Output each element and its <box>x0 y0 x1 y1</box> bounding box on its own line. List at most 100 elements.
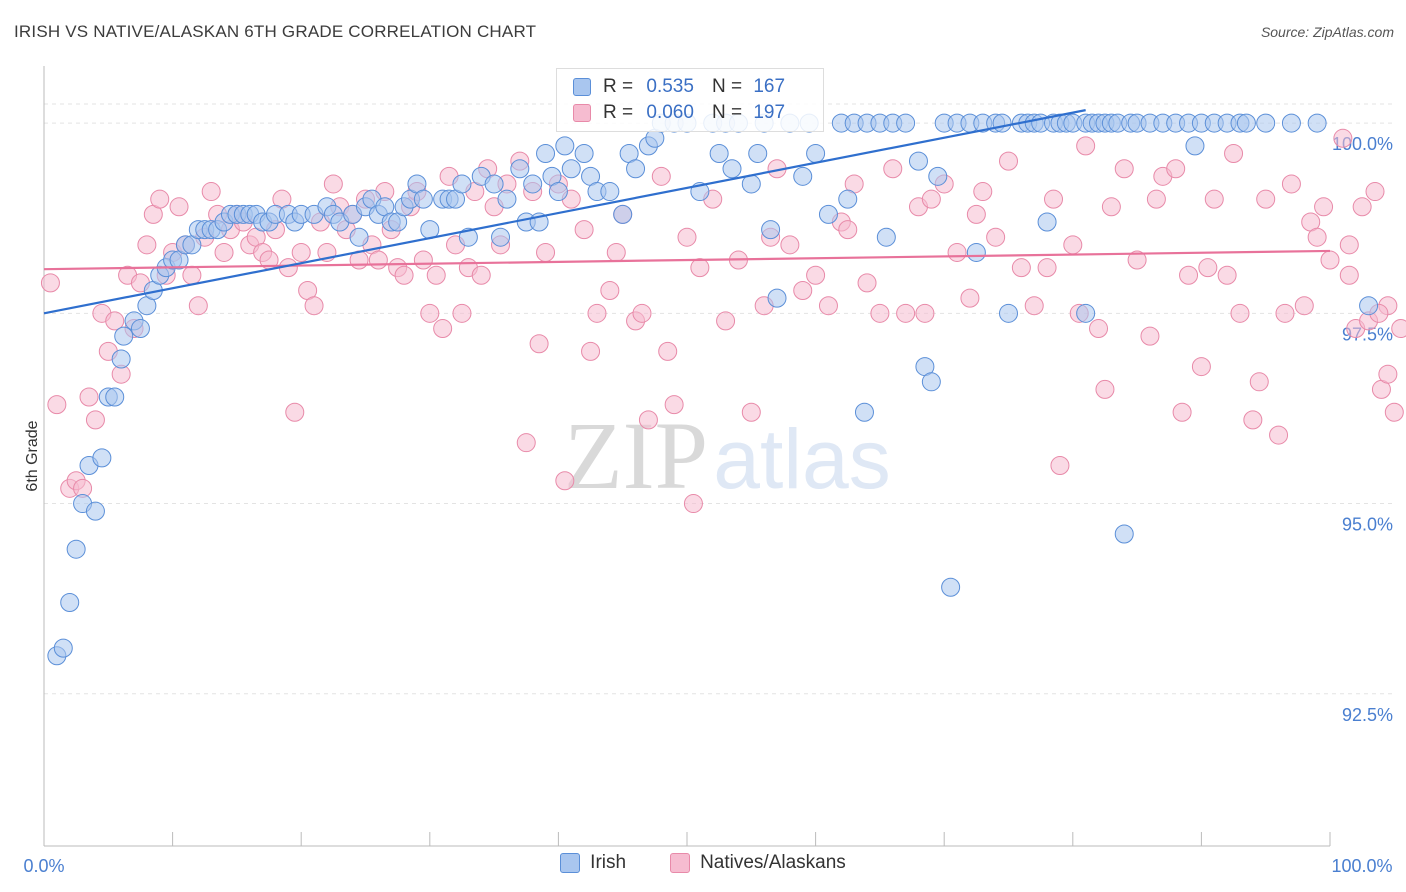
natives-point <box>1249 372 1269 392</box>
irish-point <box>793 166 813 186</box>
irish-point <box>1281 113 1301 133</box>
natives-point <box>214 242 234 262</box>
irish-point <box>818 204 838 224</box>
natives-point <box>1140 326 1160 346</box>
natives-point <box>1179 265 1199 285</box>
natives-point <box>664 395 684 415</box>
natives-point <box>1050 456 1070 476</box>
natives-point <box>1101 197 1121 217</box>
irish-point <box>523 174 543 194</box>
irish-point <box>510 159 530 179</box>
natives-point <box>587 303 607 323</box>
irish-point <box>574 144 594 164</box>
natives-point <box>1275 303 1295 323</box>
natives-point <box>741 402 761 422</box>
legend-swatch-irish <box>573 78 591 96</box>
irish-point <box>806 144 826 164</box>
natives-point <box>85 410 105 430</box>
natives-point <box>1127 250 1147 270</box>
natives-point <box>1037 258 1057 278</box>
natives-point <box>291 242 311 262</box>
natives-point <box>1294 296 1314 316</box>
irish-point <box>748 144 768 164</box>
legend-n-value: 167 <box>753 76 786 97</box>
natives-point <box>600 280 620 300</box>
series-label-irish: Irish <box>590 852 627 873</box>
natives-point <box>1269 425 1289 445</box>
natives-point <box>581 341 601 361</box>
natives-point <box>1095 379 1115 399</box>
natives-point <box>304 296 324 316</box>
series-irish-points <box>47 113 1379 666</box>
natives-point <box>79 387 99 407</box>
natives-point <box>1339 235 1359 255</box>
natives-point <box>555 471 575 491</box>
natives-point <box>606 242 626 262</box>
irish-point <box>92 448 112 468</box>
irish-point <box>1307 113 1327 133</box>
natives-point <box>690 258 710 278</box>
legend-swatch-natives <box>573 104 591 122</box>
series-label-natives: Natives/Alaskans <box>700 852 846 873</box>
series-legend-irish[interactable]: Irish <box>560 852 626 874</box>
natives-point <box>1320 250 1340 270</box>
trend-lines <box>43 109 1331 315</box>
natives-point <box>1281 174 1301 194</box>
natives-point <box>1333 128 1353 148</box>
irish-point <box>1236 113 1256 133</box>
natives-point <box>105 311 125 331</box>
irish-point <box>561 159 581 179</box>
natives-point <box>574 220 594 240</box>
legend-r-value: 0.060 <box>646 102 694 123</box>
irish-point <box>85 501 105 521</box>
natives-point <box>1063 235 1083 255</box>
legend-n-label: N = <box>711 76 743 97</box>
x-tick-label-start: 0.0% <box>23 856 64 876</box>
natives-point <box>1384 402 1404 422</box>
natives-point <box>638 410 658 430</box>
natives-point <box>677 227 697 247</box>
legend-row-irish: R = 0.535 N = 167 <box>573 74 785 100</box>
y-tick-label: 92.5% <box>1342 705 1393 725</box>
y-tick-labels: 92.5%95.0%97.5%100.0% <box>1332 134 1393 725</box>
natives-point <box>426 265 446 285</box>
irish-point <box>600 182 620 202</box>
legend-row-natives: R = 0.060 N = 197 <box>573 100 785 126</box>
irish-point <box>1256 113 1276 133</box>
natives-point <box>413 250 433 270</box>
irish-point <box>60 592 80 612</box>
chart-source: Source: ZipAtlas.com <box>1260 24 1394 40</box>
chart-title: IRISH VS NATIVE/ALASKAN 6TH GRADE CORREL… <box>14 22 537 41</box>
natives-point <box>1172 402 1192 422</box>
natives-point <box>536 242 556 262</box>
natives-point <box>1365 182 1385 202</box>
irish-point <box>838 189 858 209</box>
irish-point <box>966 242 986 262</box>
irish-point <box>458 227 478 247</box>
series-legend-natives[interactable]: Natives/Alaskans <box>670 852 846 874</box>
watermark-zip: ZIP <box>564 402 708 509</box>
natives-point <box>921 189 941 209</box>
irish-point <box>1185 136 1205 156</box>
irish-point <box>1114 524 1134 544</box>
natives-point <box>1011 258 1031 278</box>
y-tick-label: 95.0% <box>1342 515 1393 535</box>
irish-point <box>491 227 511 247</box>
irish-point <box>854 402 874 422</box>
natives-point <box>999 151 1018 171</box>
natives-point <box>1204 189 1224 209</box>
natives-point <box>529 334 549 354</box>
irish-point <box>896 113 916 133</box>
irish-point <box>876 227 896 247</box>
natives-point <box>169 197 189 217</box>
natives-point <box>1114 159 1134 179</box>
irish-point <box>928 166 948 186</box>
series-swatch-irish <box>560 853 581 873</box>
irish-point <box>908 151 928 171</box>
natives-point <box>1314 197 1334 217</box>
natives-point <box>818 296 838 316</box>
natives-point <box>966 204 986 224</box>
natives-point <box>1191 357 1211 377</box>
natives-point <box>150 189 170 209</box>
